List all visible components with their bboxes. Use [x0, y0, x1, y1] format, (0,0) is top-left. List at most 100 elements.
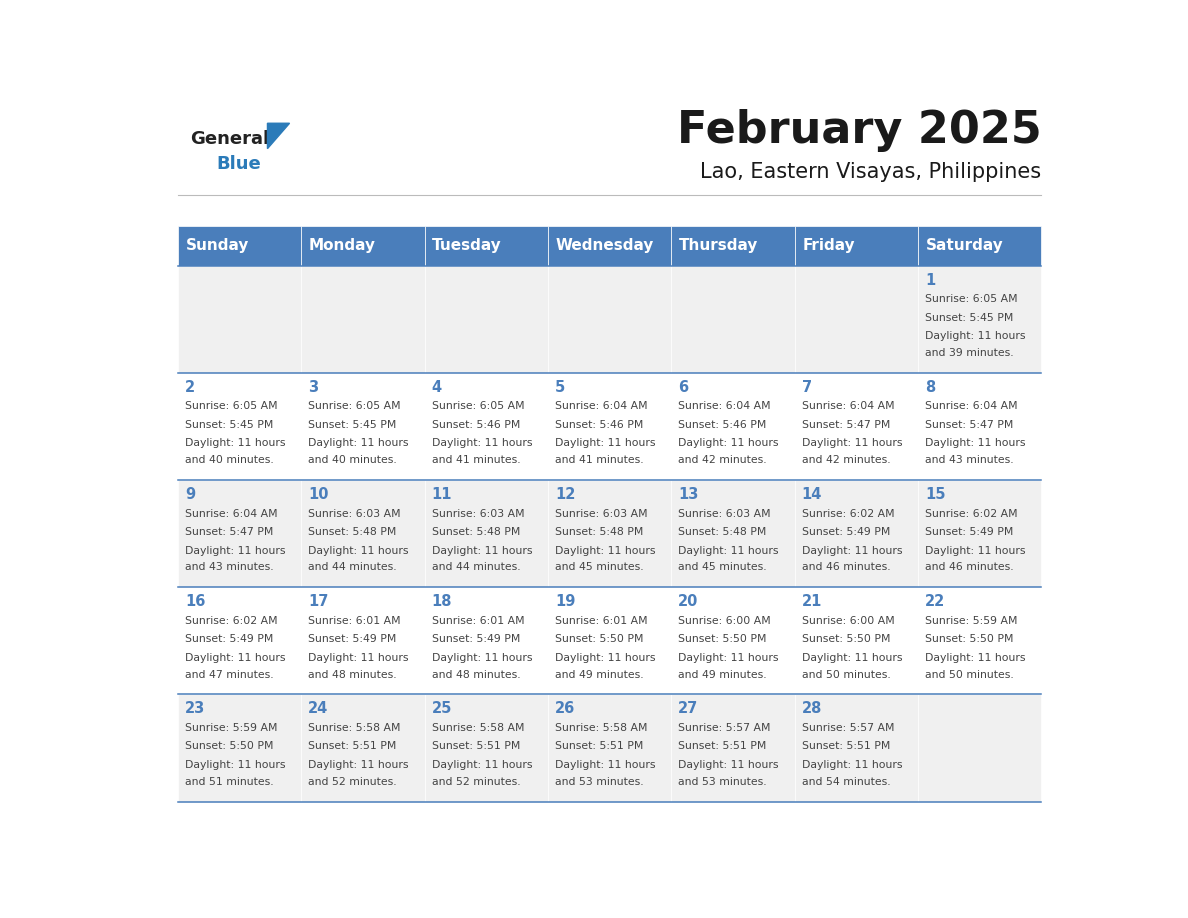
Text: Sunset: 5:50 PM: Sunset: 5:50 PM: [678, 634, 766, 644]
Text: Daylight: 11 hours: Daylight: 11 hours: [802, 545, 902, 555]
Text: Sunrise: 6:03 AM: Sunrise: 6:03 AM: [678, 509, 771, 519]
Text: 28: 28: [802, 701, 822, 716]
Text: 10: 10: [308, 487, 329, 502]
Bar: [548, 226, 671, 265]
Text: 14: 14: [802, 487, 822, 502]
Text: Daylight: 11 hours: Daylight: 11 hours: [555, 653, 656, 663]
Text: Sunset: 5:48 PM: Sunset: 5:48 PM: [678, 527, 766, 537]
Bar: [671, 226, 795, 265]
Text: and 46 minutes.: and 46 minutes.: [925, 563, 1013, 573]
Text: Sunset: 5:48 PM: Sunset: 5:48 PM: [555, 527, 644, 537]
Text: and 47 minutes.: and 47 minutes.: [185, 669, 273, 679]
Text: Daylight: 11 hours: Daylight: 11 hours: [185, 545, 285, 555]
Text: Sunrise: 6:00 AM: Sunrise: 6:00 AM: [678, 616, 771, 626]
Bar: [424, 694, 548, 801]
Text: Sunset: 5:45 PM: Sunset: 5:45 PM: [925, 313, 1013, 322]
Text: 9: 9: [185, 487, 195, 502]
Bar: [918, 373, 1042, 480]
Text: Sunrise: 6:03 AM: Sunrise: 6:03 AM: [308, 509, 400, 519]
Text: and 48 minutes.: and 48 minutes.: [308, 669, 397, 679]
Text: Daylight: 11 hours: Daylight: 11 hours: [802, 438, 902, 448]
Text: Daylight: 11 hours: Daylight: 11 hours: [185, 653, 285, 663]
Bar: [548, 373, 671, 480]
Text: Daylight: 11 hours: Daylight: 11 hours: [678, 545, 779, 555]
Text: Daylight: 11 hours: Daylight: 11 hours: [925, 438, 1025, 448]
Bar: [671, 588, 795, 694]
Text: Sunset: 5:45 PM: Sunset: 5:45 PM: [185, 420, 273, 430]
Text: Sunrise: 6:05 AM: Sunrise: 6:05 AM: [925, 294, 1018, 304]
Text: 1: 1: [925, 273, 935, 287]
Bar: [795, 226, 918, 265]
Text: 25: 25: [431, 701, 451, 716]
Text: Sunrise: 6:05 AM: Sunrise: 6:05 AM: [185, 401, 278, 411]
Text: Sunrise: 5:59 AM: Sunrise: 5:59 AM: [185, 723, 278, 733]
Text: Daylight: 11 hours: Daylight: 11 hours: [308, 545, 409, 555]
Text: Sunset: 5:51 PM: Sunset: 5:51 PM: [802, 742, 890, 752]
Text: Sunset: 5:50 PM: Sunset: 5:50 PM: [802, 634, 890, 644]
Text: Daylight: 11 hours: Daylight: 11 hours: [308, 438, 409, 448]
Text: and 49 minutes.: and 49 minutes.: [678, 669, 767, 679]
Text: Daylight: 11 hours: Daylight: 11 hours: [431, 653, 532, 663]
Text: Sunrise: 6:00 AM: Sunrise: 6:00 AM: [802, 616, 895, 626]
Bar: [795, 265, 918, 373]
Text: and 51 minutes.: and 51 minutes.: [185, 777, 273, 787]
Text: Sunrise: 6:01 AM: Sunrise: 6:01 AM: [308, 616, 400, 626]
Text: Sunrise: 5:57 AM: Sunrise: 5:57 AM: [678, 723, 771, 733]
Text: 24: 24: [308, 701, 329, 716]
Text: Daylight: 11 hours: Daylight: 11 hours: [555, 760, 656, 770]
Text: and 44 minutes.: and 44 minutes.: [308, 563, 397, 573]
Text: 8: 8: [925, 380, 935, 395]
Text: Sunrise: 5:57 AM: Sunrise: 5:57 AM: [802, 723, 895, 733]
Text: Sunrise: 6:05 AM: Sunrise: 6:05 AM: [308, 401, 400, 411]
Bar: [671, 265, 795, 373]
Text: and 48 minutes.: and 48 minutes.: [431, 669, 520, 679]
Text: Sunrise: 5:59 AM: Sunrise: 5:59 AM: [925, 616, 1017, 626]
Text: and 41 minutes.: and 41 minutes.: [431, 455, 520, 465]
Bar: [424, 480, 548, 588]
Text: Daylight: 11 hours: Daylight: 11 hours: [185, 438, 285, 448]
Bar: [302, 588, 424, 694]
Bar: [424, 373, 548, 480]
Bar: [548, 265, 671, 373]
Text: Sunday: Sunday: [185, 238, 249, 253]
Text: 23: 23: [185, 701, 206, 716]
Text: 15: 15: [925, 487, 946, 502]
Bar: [178, 480, 302, 588]
Text: Sunrise: 6:01 AM: Sunrise: 6:01 AM: [431, 616, 524, 626]
Text: Sunset: 5:51 PM: Sunset: 5:51 PM: [431, 742, 520, 752]
Text: Sunset: 5:46 PM: Sunset: 5:46 PM: [678, 420, 766, 430]
Text: 16: 16: [185, 594, 206, 610]
Text: and 50 minutes.: and 50 minutes.: [925, 669, 1013, 679]
Text: Sunrise: 5:58 AM: Sunrise: 5:58 AM: [308, 723, 400, 733]
Text: Thursday: Thursday: [680, 238, 758, 253]
Text: and 44 minutes.: and 44 minutes.: [431, 563, 520, 573]
Text: 3: 3: [308, 380, 318, 395]
Bar: [302, 373, 424, 480]
Bar: [302, 265, 424, 373]
Text: Sunset: 5:49 PM: Sunset: 5:49 PM: [185, 634, 273, 644]
Text: Sunrise: 6:04 AM: Sunrise: 6:04 AM: [925, 401, 1018, 411]
Text: Sunrise: 6:01 AM: Sunrise: 6:01 AM: [555, 616, 647, 626]
Text: February 2025: February 2025: [676, 109, 1042, 152]
Text: 5: 5: [555, 380, 565, 395]
Text: 26: 26: [555, 701, 575, 716]
Text: 6: 6: [678, 380, 688, 395]
Bar: [178, 588, 302, 694]
Bar: [918, 588, 1042, 694]
Text: Friday: Friday: [802, 238, 855, 253]
Text: and 45 minutes.: and 45 minutes.: [555, 563, 644, 573]
Text: Wednesday: Wednesday: [556, 238, 655, 253]
Text: Sunrise: 6:04 AM: Sunrise: 6:04 AM: [678, 401, 771, 411]
Bar: [671, 694, 795, 801]
Bar: [918, 480, 1042, 588]
Text: Sunrise: 5:58 AM: Sunrise: 5:58 AM: [431, 723, 524, 733]
Text: and 42 minutes.: and 42 minutes.: [802, 455, 890, 465]
Text: Sunset: 5:49 PM: Sunset: 5:49 PM: [925, 527, 1013, 537]
Bar: [302, 480, 424, 588]
Bar: [302, 694, 424, 801]
Text: Daylight: 11 hours: Daylight: 11 hours: [802, 653, 902, 663]
Text: Daylight: 11 hours: Daylight: 11 hours: [925, 331, 1025, 341]
Text: Sunset: 5:48 PM: Sunset: 5:48 PM: [431, 527, 520, 537]
Text: and 52 minutes.: and 52 minutes.: [308, 777, 397, 787]
Text: 19: 19: [555, 594, 575, 610]
